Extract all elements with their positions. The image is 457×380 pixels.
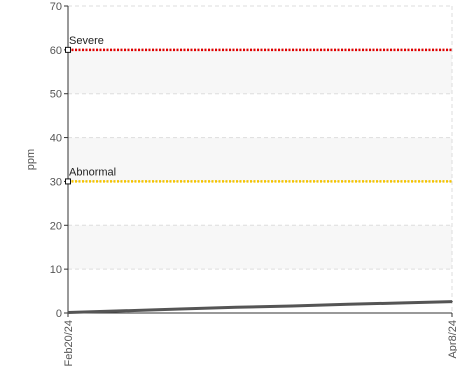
background-bands (68, 49, 452, 270)
x-tick-label: Feb20/24 (63, 320, 75, 366)
data-series (67, 300, 453, 315)
threshold-label-abnormal: Abnormal (69, 166, 116, 178)
data-point (347, 303, 349, 306)
background-band (68, 137, 452, 182)
data-point (403, 302, 405, 304)
y-tick-label: 70 (50, 1, 62, 13)
x-tick-label: Apr8/24 (447, 320, 457, 359)
y-tick-label: 50 (50, 89, 62, 101)
data-point (235, 306, 237, 309)
data-point (291, 305, 293, 307)
threshold-marker-severe (65, 46, 71, 53)
data-point (451, 300, 453, 303)
y-axis-title: ppm (25, 149, 37, 170)
y-tick-label: 20 (50, 220, 62, 232)
y-tick-label: 30 (50, 176, 62, 188)
data-point (179, 308, 181, 310)
data-point (123, 310, 125, 312)
data-point (67, 311, 69, 314)
tick-labels: 0 10 20 30 40 50 60 70 Feb20/24 Apr8/24 (50, 1, 457, 366)
background-band (68, 49, 452, 94)
background-band (68, 225, 452, 270)
threshold-marker-abnormal (65, 178, 71, 185)
y-tick-label: 10 (50, 264, 62, 276)
threshold-lines: Severe Abnormal (65, 35, 452, 185)
y-tick-label: 60 (50, 45, 62, 57)
threshold-label-severe: Severe (69, 35, 104, 47)
series-line (67, 300, 453, 315)
y-tick-label: 40 (50, 133, 62, 145)
y-tick-label: 0 (56, 308, 62, 320)
